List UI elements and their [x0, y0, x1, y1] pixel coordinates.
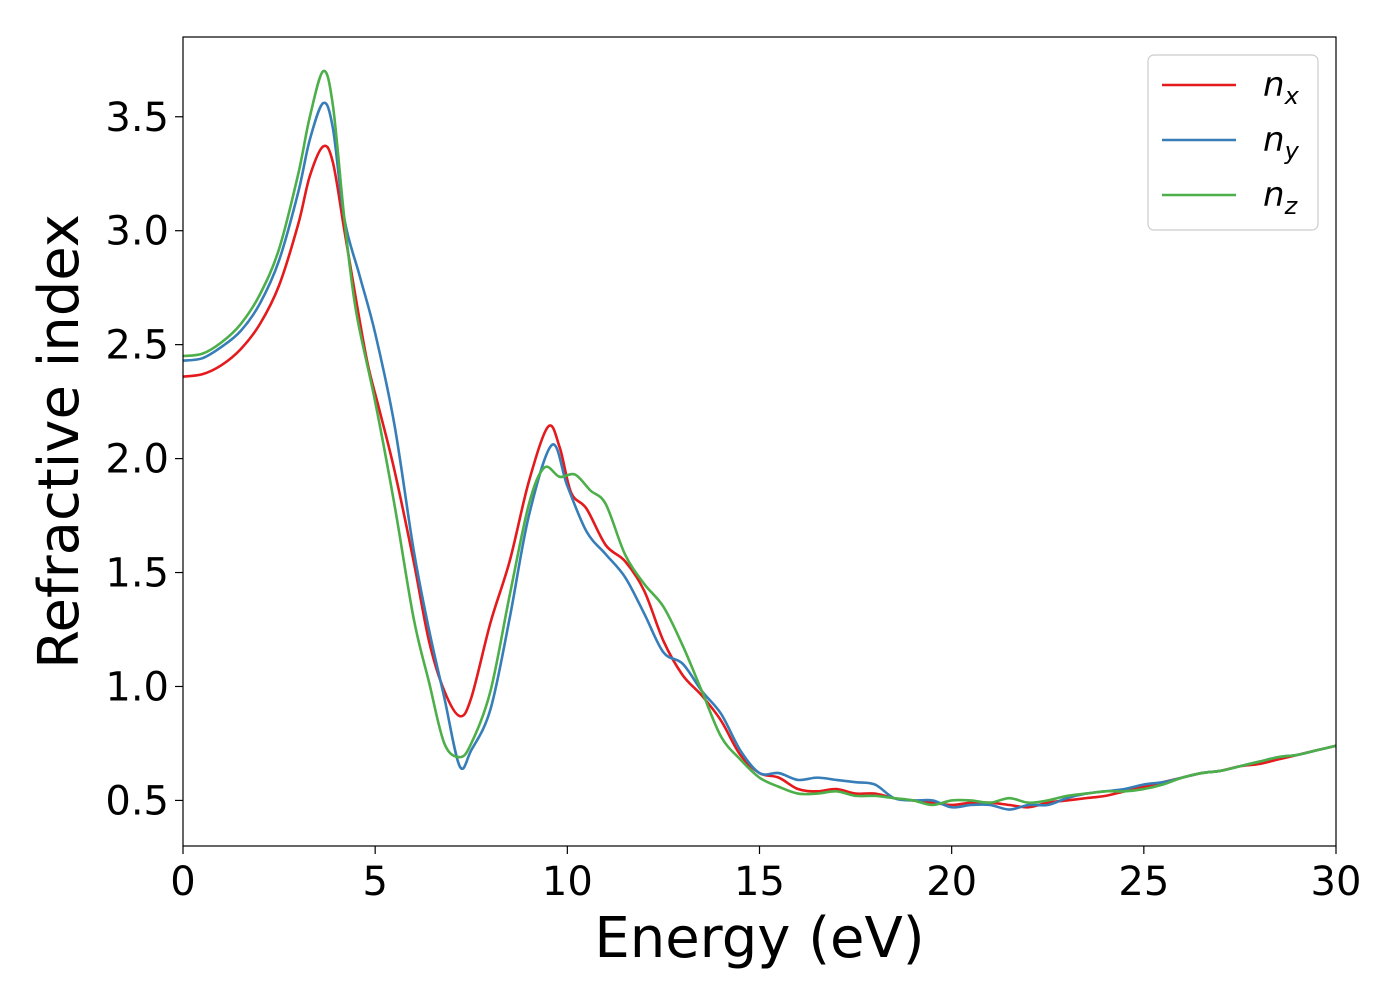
series-line-n-y [182, 101, 1337, 811]
series-line-n-x [182, 144, 1337, 809]
legend-box [1147, 54, 1319, 231]
legend-items: nx ny nz [1162, 65, 1300, 220]
y-tick-label: 3.5 [105, 95, 169, 141]
y-tick-label: 3.0 [105, 209, 169, 255]
legend-label-n-z: nz [1263, 175, 1299, 220]
x-tick-label: 0 [170, 859, 195, 905]
y-tick-label: 0.5 [105, 778, 169, 824]
y-tick-label: 2.5 [105, 323, 169, 369]
y-axis-label: Refractive index [27, 214, 92, 669]
x-tick-label: 25 [1118, 859, 1169, 905]
x-tick-label: 20 [926, 859, 977, 905]
x-tick-label: 30 [1311, 859, 1362, 905]
legend-label-n-y: ny [1263, 120, 1300, 165]
y-tick-label: 1.5 [105, 551, 169, 597]
x-axis-label: Energy (eV) [594, 906, 924, 971]
y-tick-label: 2.0 [105, 437, 169, 483]
series-layer [182, 69, 1337, 811]
x-tick-label: 5 [362, 859, 387, 905]
legend-label-n-x: nx [1263, 65, 1300, 110]
legend: nx ny nz [1147, 54, 1319, 231]
x-tick-label: 15 [734, 859, 785, 905]
x-tick-label: 10 [542, 859, 593, 905]
ticks-layer: 0 5 10 15 20 25 30 0.5 1.0 1.5 2.0 2.5 3.0 3.5 [105, 95, 1361, 905]
y-tick-label: 1.0 [105, 664, 169, 710]
series-line-n-z [182, 69, 1337, 807]
